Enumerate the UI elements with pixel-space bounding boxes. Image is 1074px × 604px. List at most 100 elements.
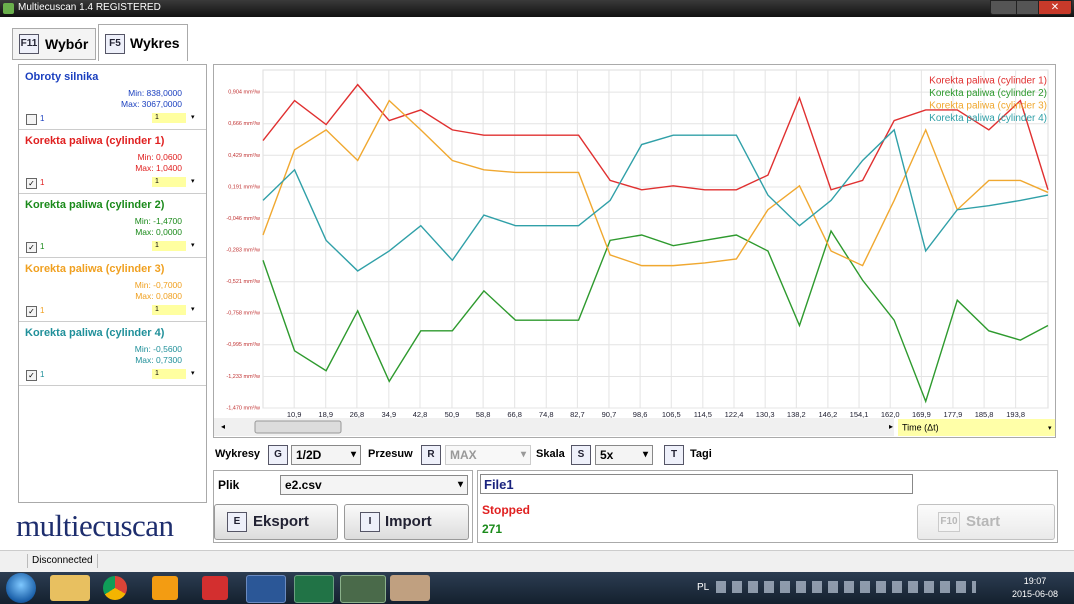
close-button[interactable]: ✕ (1038, 0, 1072, 15)
sensor-checkbox[interactable]: ✓ (26, 306, 37, 317)
taskbar-app-word[interactable] (246, 575, 286, 603)
taskbar: PL 19:07 2015-06-08 (0, 572, 1074, 604)
taskbar-app-media[interactable] (152, 576, 178, 600)
x-tick-label: 10,9 (287, 410, 302, 419)
sensor-block: Korekta paliwa (cylinder 3) Min: -0,7000 M… (19, 257, 206, 322)
start-button: F10 Start (917, 504, 1055, 540)
x-tick-label: 162,0 (881, 410, 900, 419)
legend-entry: Korekta paliwa (cylinder 1) (929, 76, 1047, 87)
taskbar-app-excel[interactable] (294, 575, 334, 603)
x-tick-label: 98,6 (633, 410, 648, 419)
window-title: Multiecuscan 1.4 REGISTERED (18, 2, 161, 13)
sensor-name: Obroty silnika (25, 71, 99, 83)
x-tick-label: 138,2 (787, 410, 806, 419)
taskbar-app-chrome[interactable] (103, 576, 127, 600)
x-tick-label: 58,8 (476, 410, 491, 419)
maximize-button[interactable] (1016, 0, 1040, 15)
legend-entry: Korekta paliwa (cylinder 3) (929, 101, 1047, 112)
button-label: Eksport (253, 513, 309, 530)
tray-icons[interactable] (716, 581, 976, 593)
series-line (262, 128, 1049, 272)
x-tick-label: 114,5 (694, 410, 712, 419)
minimize-button[interactable] (990, 0, 1018, 15)
sensor-max: Max: 1,0400 (135, 163, 182, 173)
hotkey: G (268, 445, 288, 465)
dropdown-arrow: ▾ (191, 370, 195, 377)
sensor-checkbox[interactable]: ✓ (26, 370, 37, 381)
x-tick-label: 177,9 (944, 410, 963, 419)
axis-selector[interactable] (898, 419, 1055, 436)
file-label: Plik (218, 478, 240, 492)
sensor-name: Korekta paliwa (cylinder 3) (25, 263, 165, 275)
sensor-scale-dropdown[interactable]: 1 (152, 177, 186, 187)
hotkey: I (360, 512, 380, 532)
file-dropdown[interactable]: e2.csv (280, 475, 468, 495)
axis-selector-label: Time (Δt) (902, 422, 939, 432)
x-tick-label: 18,9 (318, 410, 333, 419)
taskbar-app-explorer[interactable] (50, 575, 90, 601)
sensor-check-label: 1 (40, 306, 45, 315)
sensor-check-label: 1 (40, 178, 45, 187)
tab[interactable]: F11 Wybór (12, 28, 96, 60)
hotkey: E (227, 512, 247, 532)
title-bar: Multiecuscan 1.4 REGISTERED ✕ (0, 0, 1074, 17)
y-tick-label: -0,521 mm³/w (226, 279, 260, 285)
dropdown[interactable]: 1/2D (291, 445, 361, 465)
x-tick-label: 50,9 (445, 410, 460, 419)
tab-key: F11 (19, 34, 39, 54)
scroll-right[interactable]: ▸ (889, 422, 893, 431)
h-scrollbar[interactable] (214, 418, 894, 436)
legend-entry: Korekta paliwa (cylinder 2) (929, 88, 1047, 99)
control-row: Wykresy G 1/2D Przesuw R MAX Skala S 5x … (213, 444, 1056, 466)
series-line (262, 99, 1049, 267)
dropdown[interactable]: 5x (595, 445, 653, 465)
sensor-scale-dropdown[interactable]: 1 (152, 241, 186, 251)
y-tick-label: -1,233 mm³/w (226, 374, 260, 380)
y-tick-label: -0,046 mm³/w (226, 216, 260, 222)
taskbar-app-paint[interactable] (390, 575, 430, 601)
button-label: Import (385, 513, 432, 530)
sensor-block: Korekta paliwa (cylinder 2) Min: -1,4700 M… (19, 193, 206, 258)
y-tick-label: 0,429 mm³/w (228, 153, 260, 159)
y-tick-label: -0,283 mm³/w (226, 247, 260, 253)
series-line (262, 83, 1049, 191)
sensor-checkbox[interactable]: ✓ (26, 178, 37, 189)
dropdown-disabled: MAX (445, 445, 531, 465)
scroll-left[interactable]: ◂ (221, 422, 225, 431)
sensor-scale-dropdown[interactable]: 1 (152, 113, 186, 123)
sensor-block: Obroty silnika Min: 838,0000 Max: 3067,000… (19, 65, 206, 130)
session-count: 271 (482, 522, 503, 536)
sensor-name: Korekta paliwa (cylinder 4) (25, 327, 165, 339)
y-tick-label: -0,758 mm³/w (226, 311, 260, 317)
sensor-checkbox[interactable] (26, 114, 37, 125)
sensor-block: Korekta paliwa (cylinder 1) Min: 0,0600 Ma… (19, 129, 206, 194)
taskbar-app-pdf[interactable] (202, 576, 228, 600)
x-tick-label: 146,2 (818, 410, 837, 419)
sensor-check-label: 1 (40, 242, 45, 251)
control-label[interactable]: Tagi (690, 448, 712, 460)
x-tick-label: 42,8 (413, 410, 428, 419)
sensor-scale-dropdown[interactable]: 1 (152, 305, 186, 315)
x-tick-label: 82,7 (570, 410, 585, 419)
axis-selector-arrow: ▾ (1048, 425, 1052, 432)
import-button[interactable]: I Import (344, 504, 469, 540)
sensor-scale-dropdown[interactable]: 1 (152, 369, 186, 379)
language-indicator[interactable]: PL (697, 582, 710, 593)
x-tick-label: 154,1 (850, 410, 869, 419)
session-name-input[interactable]: File1 (480, 474, 913, 494)
sensor-panel: Obroty silnika Min: 838,0000 Max: 3067,000… (18, 64, 207, 503)
export-button[interactable]: E Eksport (214, 504, 338, 540)
sensor-min: Min: 0,0600 (137, 152, 182, 162)
tab-active[interactable]: F5 Wykres (98, 24, 188, 61)
taskbar-app-multiecuscan[interactable] (340, 575, 386, 603)
tab-label: Wybór (45, 36, 89, 52)
tab-label: Wykres (130, 35, 180, 51)
scroll-thumb[interactable] (254, 420, 342, 434)
x-tick-label: 74,8 (539, 410, 554, 419)
start-orb[interactable] (6, 573, 36, 603)
x-tick-label: 169,9 (912, 410, 931, 419)
sensor-checkbox[interactable]: ✓ (26, 242, 37, 253)
tab-key: F5 (105, 34, 125, 54)
x-tick-label: 90,7 (602, 410, 617, 419)
y-tick-label: -0,995 mm³/w (226, 342, 260, 348)
